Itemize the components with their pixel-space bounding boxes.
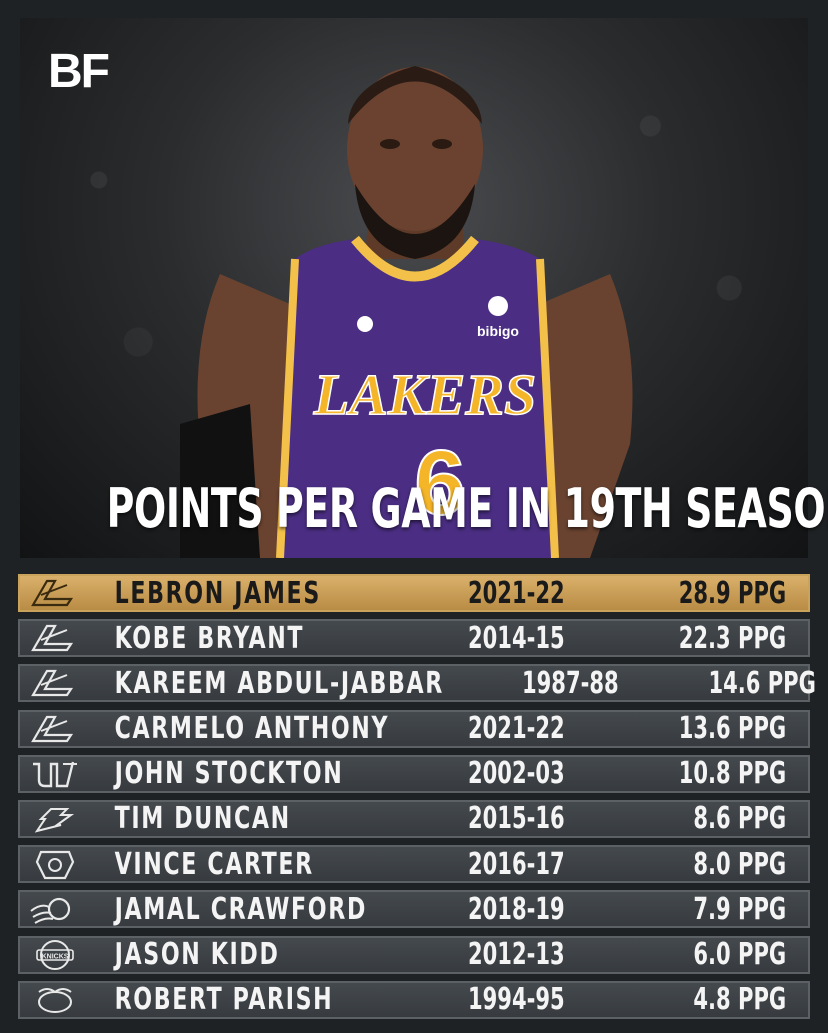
player-name: KOBE BRYANT: [114, 620, 305, 656]
points-per-game: 4.8 PPG: [693, 982, 787, 1018]
lakers-icon: [20, 576, 90, 610]
player-name: JASON KIDD: [114, 937, 280, 972]
jersey-number: 6: [414, 432, 465, 534]
points-per-game: 28.9 PPG: [678, 575, 787, 611]
graphic-title: POINTS PER GAME IN 19TH SEASON: [106, 477, 828, 540]
table-row: ROBERT PARISH 1994-95 4.8 PPG: [18, 980, 810, 1019]
lakers-icon: [20, 712, 90, 746]
player-name: TIM DUNCAN: [114, 801, 291, 837]
points-per-game: 6.0 PPG: [693, 937, 787, 972]
player-name: JOHN STOCKTON: [114, 756, 344, 792]
points-per-game: 8.0 PPG: [693, 846, 787, 882]
points-per-game: 14.6 PPG: [708, 665, 816, 701]
knicks-icon: KNICKS: [20, 938, 90, 972]
season: 2021-22: [468, 711, 565, 747]
season: 2021-22: [468, 575, 565, 611]
hero-photo: BF bibigo LAKERS 6: [20, 18, 808, 558]
season: 2016-17: [468, 846, 565, 882]
player-name: ROBERT PARISH: [114, 982, 334, 1018]
table-row: VINCE CARTER 2016-17 8.0 PPG: [18, 845, 810, 884]
table-row: LEBRON JAMES 2021-22 28.9 PPG: [18, 574, 810, 612]
table-row: JAMAL CRAWFORD 2018-19 7.9 PPG: [18, 890, 810, 929]
jazz-icon: [20, 757, 90, 791]
points-per-game: 22.3 PPG: [678, 620, 787, 656]
season: 2014-15: [468, 620, 565, 656]
season: 1987-88: [521, 665, 619, 701]
table-row: CARMELO ANTHONY 2021-22 13.6 PPG: [18, 709, 810, 748]
lakers-icon: [20, 666, 90, 700]
season: 1994-95: [468, 982, 565, 1018]
season: 2018-19: [468, 891, 565, 927]
lakers-icon: [20, 621, 90, 655]
player-name: LEBRON JAMES: [114, 575, 321, 611]
suns-icon: [20, 892, 90, 926]
table-row: KAREEM ABDUL-JABBAR 1987-88 14.6 PPG: [18, 664, 816, 703]
season: 2015-16: [468, 801, 565, 837]
player-name: KAREEM ABDUL-JABBAR: [114, 665, 444, 701]
table-row: TIM DUNCAN 2015-16 8.6 PPG: [18, 799, 810, 838]
player-illustration: bibigo LAKERS 6: [180, 66, 633, 558]
jersey-team-text: LAKERS: [313, 362, 536, 427]
player-name: JAMAL CRAWFORD: [114, 891, 367, 927]
table-row: JOHN STOCKTON 2002-03 10.8 PPG: [18, 754, 810, 793]
points-per-game: 8.6 PPG: [693, 801, 787, 837]
season: 2012-13: [468, 937, 565, 972]
brand-logo: BF: [48, 45, 110, 98]
spurs-icon: [20, 802, 90, 836]
table-row: KNICKS JASON KIDD 2012-13 6.0 PPG: [18, 935, 810, 974]
sponsor-text: bibigo: [477, 323, 519, 339]
stats-table: LEBRON JAMES 2021-22 28.9 PPG KOBE BRYANT 2…: [18, 574, 816, 1026]
table-row: KOBE BRYANT 2014-15 22.3 PPG: [18, 619, 810, 658]
svg-text:KNICKS: KNICKS: [42, 953, 69, 960]
points-per-game: 13.6 PPG: [678, 711, 787, 747]
hornets-icon: [20, 983, 90, 1017]
player-name: CARMELO ANTHONY: [114, 711, 390, 747]
points-per-game: 10.8 PPG: [678, 756, 787, 792]
grizzlies-icon: [20, 847, 90, 881]
season: 2002-03: [468, 756, 565, 792]
player-name: VINCE CARTER: [114, 846, 314, 882]
points-per-game: 7.9 PPG: [693, 891, 787, 927]
